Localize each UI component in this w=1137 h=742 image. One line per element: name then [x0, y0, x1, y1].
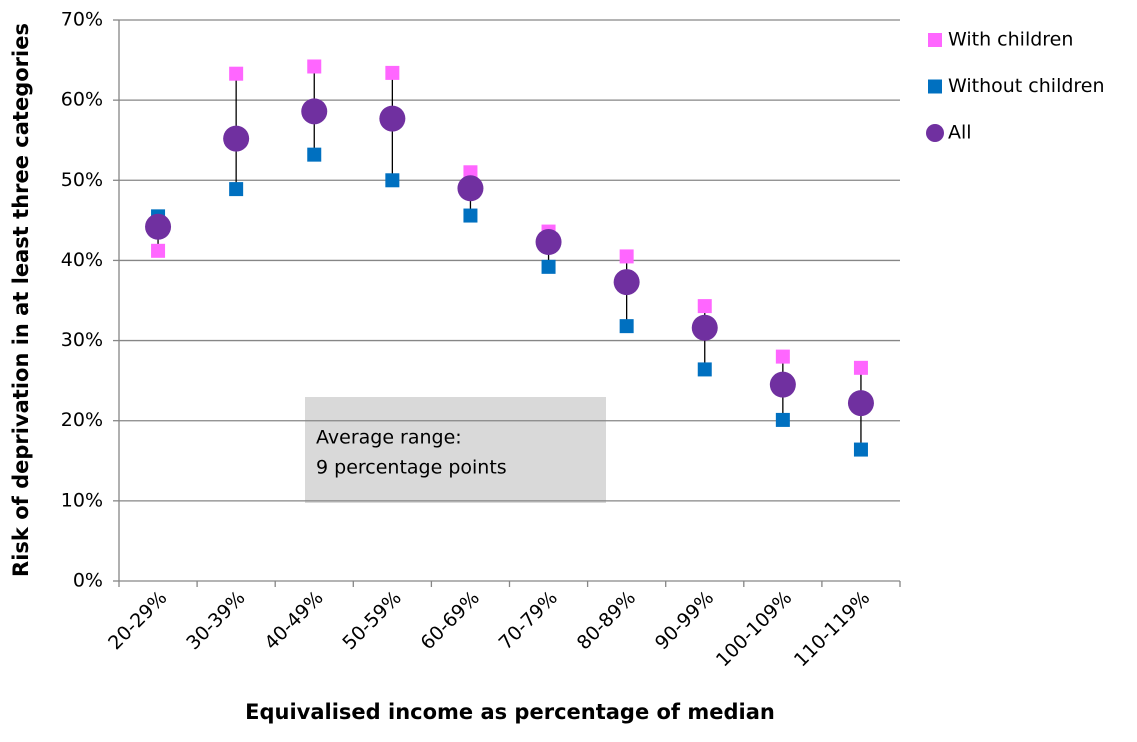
point	[775, 349, 790, 364]
point	[385, 173, 400, 188]
y-tick-label: 30%	[61, 329, 103, 351]
point	[535, 228, 562, 255]
point	[769, 371, 796, 398]
annotation: 9 percentage points	[316, 457, 507, 479]
point	[613, 269, 640, 296]
y-tick-label: 40%	[61, 249, 103, 271]
point	[385, 65, 400, 80]
x-tick-label: 80-89%	[573, 587, 640, 654]
x-tick-label: 110-119%	[790, 587, 874, 671]
point	[457, 175, 484, 202]
x-tick-label: 70-79%	[495, 587, 562, 654]
point	[307, 59, 322, 74]
point	[463, 208, 478, 223]
point	[151, 243, 166, 258]
legend-marker	[928, 79, 942, 94]
y-tick-label: 10%	[61, 489, 103, 511]
legend-label: With children	[948, 29, 1073, 51]
legend-label: Without children	[948, 75, 1105, 97]
x-tick-label: 30-39%	[182, 587, 249, 654]
legend-marker	[928, 33, 942, 47]
point	[847, 390, 874, 417]
point	[301, 98, 328, 125]
point	[853, 360, 868, 375]
point	[697, 299, 712, 314]
point	[853, 442, 868, 457]
x-tick-label: 50-59%	[338, 587, 405, 654]
point	[229, 66, 244, 81]
point	[541, 259, 556, 274]
legend-marker	[926, 124, 944, 142]
point	[697, 362, 712, 377]
point	[145, 213, 172, 240]
x-axis-title: Equivalised income as percentage of medi…	[245, 700, 775, 724]
x-tick-label: 40-49%	[260, 587, 327, 654]
y-tick-label: 60%	[61, 89, 103, 111]
point	[691, 314, 718, 341]
y-tick-label: 0%	[73, 570, 103, 592]
y-axis-title: Risk of deprivation in at least three ca…	[9, 23, 33, 577]
annotation: Average range:	[316, 427, 462, 449]
legend-label: All	[948, 122, 972, 144]
point	[775, 412, 790, 427]
x-tick-label: 100-109%	[712, 587, 796, 671]
x-tick-label: 60-69%	[417, 587, 484, 654]
point	[619, 319, 634, 334]
point	[619, 249, 634, 264]
y-tick-label: 20%	[61, 409, 103, 431]
point	[223, 125, 250, 152]
y-tick-label: 70%	[61, 9, 103, 31]
point	[307, 147, 322, 162]
point	[229, 182, 244, 197]
x-tick-label: 90-99%	[651, 587, 718, 654]
x-tick-label: 20-29%	[104, 587, 171, 654]
point	[379, 105, 406, 132]
annotation-box	[305, 397, 606, 503]
y-tick-label: 50%	[61, 169, 103, 191]
point	[463, 165, 478, 180]
